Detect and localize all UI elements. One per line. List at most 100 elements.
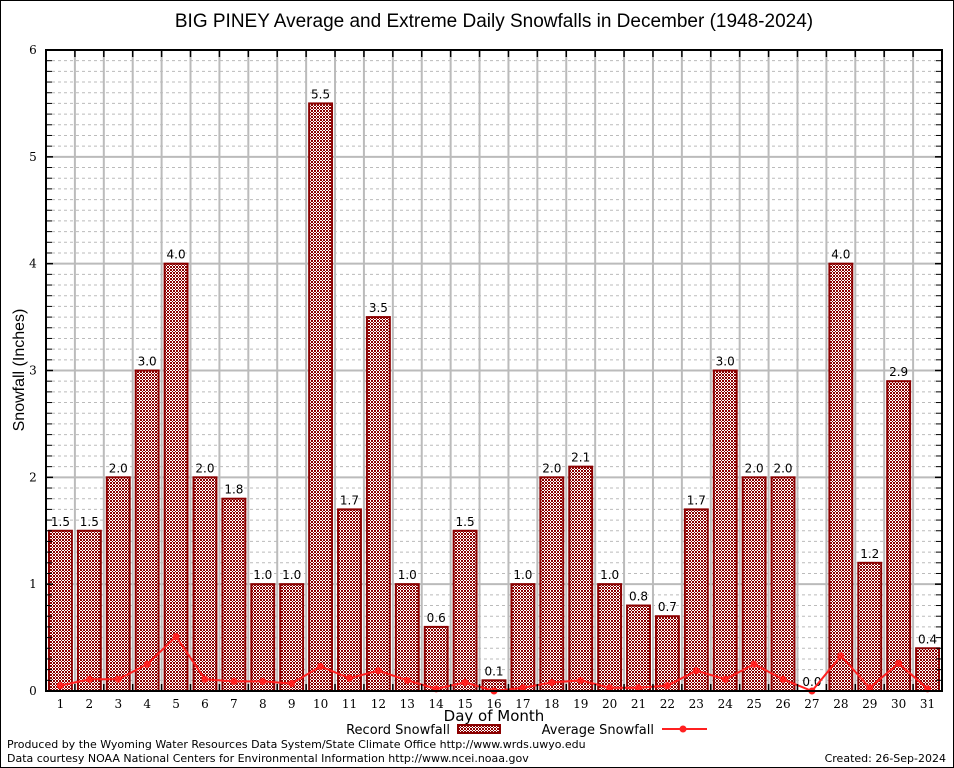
x-tick-label: 25	[746, 697, 761, 711]
record-bar	[510, 583, 536, 693]
record-bar	[394, 583, 420, 693]
x-tick-label: 8	[259, 697, 267, 711]
x-tick-label: 2	[86, 697, 94, 711]
bar-value-label: 5.5	[311, 87, 330, 101]
bar-value-label: 1.2	[860, 547, 879, 561]
average-snowfall-point	[721, 675, 729, 683]
x-tick-label: 3	[114, 697, 122, 711]
bar-value-label: 1.0	[398, 568, 417, 582]
x-tick-label: 15	[457, 697, 472, 711]
record-bar	[712, 369, 738, 692]
record-bar	[337, 508, 362, 692]
average-snowfall-point	[230, 677, 238, 685]
x-tick-label: 5	[172, 697, 180, 711]
average-snowfall-point	[317, 662, 325, 670]
x-tick-label: 13	[400, 697, 415, 711]
record-bar	[539, 476, 565, 693]
record-bar	[76, 529, 102, 692]
x-tick-label: 6	[201, 697, 209, 711]
bar-value-label: 4.0	[167, 248, 186, 262]
x-tick-label: 12	[371, 697, 386, 711]
bar-value-label: 3.0	[716, 355, 735, 369]
average-snowfall-point	[85, 675, 93, 683]
y-tick-label: 6	[29, 43, 37, 57]
y-axis-label: Snowfall (Inches)	[11, 309, 28, 432]
x-tick-label: 14	[429, 697, 445, 711]
y-tick-label: 3	[29, 364, 37, 378]
bars: 1.5 1.5 2.0 3.0 4.0 2.0 1.8 1.0 1.0 5.5 1.7 3.5 1.0 0…	[48, 87, 941, 693]
average-snowfall-point	[692, 667, 700, 675]
x-tick-label: 18	[544, 697, 559, 711]
x-tick-label: 11	[342, 697, 357, 711]
average-snowfall-point	[172, 633, 180, 641]
average-snowfall-point	[606, 684, 614, 692]
x-tick-label: 21	[631, 697, 646, 711]
bar-value-label: 2.0	[109, 461, 128, 475]
record-bar	[828, 262, 854, 692]
legend-average-marker	[679, 725, 687, 733]
bar-value-label: 1.7	[340, 493, 359, 507]
average-snowfall-point	[288, 680, 296, 688]
x-tick-label: 26	[775, 697, 790, 711]
y-tick-label: 2	[29, 470, 37, 484]
average-snowfall-point	[548, 678, 556, 686]
average-snowfall-point	[403, 676, 411, 684]
average-snowfall-point	[259, 677, 267, 685]
x-tick-label: 23	[689, 697, 704, 711]
record-bar	[857, 561, 883, 692]
average-snowfall-point	[114, 675, 122, 683]
average-snowfall-point	[345, 674, 353, 682]
x-tick-label: 22	[660, 697, 675, 711]
bar-value-label: 0.1	[484, 664, 503, 678]
record-bar	[48, 529, 73, 692]
bar-value-label: 2.0	[745, 461, 764, 475]
x-tick-label: 1	[57, 697, 65, 711]
x-tick-label: 27	[804, 697, 819, 711]
record-bar	[452, 529, 478, 692]
bar-value-label: 2.0	[195, 461, 214, 475]
bar-value-label: 1.5	[456, 515, 475, 529]
record-bar	[423, 625, 449, 693]
x-tick-label: 30	[891, 697, 906, 711]
bar-value-label: 2.9	[889, 365, 908, 379]
average-snowfall-point	[201, 675, 209, 683]
x-tick-label: 17	[515, 697, 530, 711]
legend-average-label: Average Snowfall	[542, 723, 654, 738]
bar-value-label: 1.5	[51, 515, 70, 529]
x-tick-label: 19	[573, 697, 588, 711]
bar-value-label: 0.4	[918, 632, 937, 646]
bar-value-label: 2.0	[773, 461, 792, 475]
footer-produced-by: Produced by the Wyoming Water Resources …	[7, 738, 586, 751]
record-bar	[683, 508, 709, 692]
record-bar	[568, 465, 594, 692]
x-tick-label: 31	[920, 697, 935, 711]
record-bar	[163, 262, 189, 692]
bar-value-label: 1.0	[253, 568, 272, 582]
chart-title: BIG PINEY Average and Extreme Daily Snow…	[175, 11, 813, 32]
record-bar	[192, 476, 218, 693]
x-tick-label: 7	[230, 697, 238, 711]
average-snowfall-point	[837, 652, 845, 660]
record-bar	[915, 647, 941, 692]
record-bar	[770, 476, 796, 693]
average-snowfall-point	[750, 660, 758, 668]
bar-value-label: 3.0	[138, 355, 157, 369]
average-snowfall-point	[635, 684, 643, 692]
legend: Record Snowfall Average Snowfall	[346, 723, 707, 738]
x-tick-label: 28	[833, 697, 848, 711]
legend-record-swatch	[457, 724, 501, 734]
x-axis-label: Day of Month	[444, 707, 545, 725]
average-snowfall-point	[143, 660, 151, 668]
legend-record-label: Record Snowfall	[346, 723, 450, 738]
bar-value-label: 1.5	[80, 515, 99, 529]
record-bar	[886, 380, 912, 692]
average-snowfall-point	[866, 684, 874, 692]
x-tick-label: 29	[862, 697, 877, 711]
average-snowfall-point	[519, 684, 527, 692]
record-bar	[597, 583, 623, 693]
footer-data-courtesy: Data courtesy NOAA National Centers for …	[7, 752, 529, 765]
plot-border	[45, 49, 943, 692]
x-tick-label: 24	[718, 697, 734, 711]
